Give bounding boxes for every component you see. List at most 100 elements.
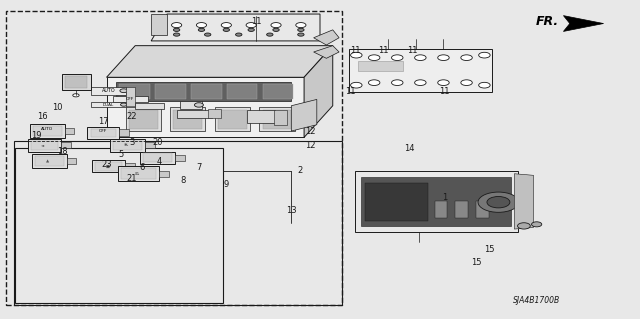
Polygon shape (151, 14, 320, 41)
Bar (365, 183, 428, 221)
Circle shape (273, 28, 279, 32)
Polygon shape (159, 171, 169, 177)
Polygon shape (92, 160, 125, 173)
Text: 5: 5 (118, 150, 124, 159)
Polygon shape (215, 107, 250, 131)
Text: SJA4B1700B: SJA4B1700B (513, 296, 560, 305)
Polygon shape (155, 84, 186, 99)
Text: 4: 4 (157, 157, 162, 166)
Circle shape (271, 23, 281, 28)
Text: 10: 10 (52, 103, 63, 112)
Circle shape (198, 28, 205, 32)
Circle shape (298, 28, 304, 32)
Text: 19: 19 (31, 131, 42, 140)
Polygon shape (140, 152, 175, 164)
Circle shape (351, 52, 362, 58)
Polygon shape (246, 110, 275, 123)
Polygon shape (35, 156, 63, 166)
Circle shape (267, 33, 273, 36)
Polygon shape (95, 162, 122, 171)
Polygon shape (29, 124, 65, 138)
Circle shape (438, 55, 449, 61)
Circle shape (351, 82, 362, 88)
Text: ◄: ◄ (41, 143, 44, 147)
Polygon shape (262, 84, 293, 99)
Text: 20: 20 (152, 137, 163, 147)
Polygon shape (314, 46, 339, 58)
Text: 3: 3 (129, 137, 134, 147)
Circle shape (120, 89, 127, 93)
Polygon shape (191, 84, 221, 99)
Polygon shape (106, 77, 304, 137)
Polygon shape (65, 128, 74, 134)
Text: 6: 6 (139, 163, 144, 172)
Text: ✱ₐ: ✱ₐ (124, 143, 129, 147)
Polygon shape (262, 110, 291, 130)
Circle shape (478, 192, 519, 212)
Circle shape (73, 94, 79, 97)
Text: 21: 21 (127, 174, 137, 183)
Text: 11: 11 (251, 18, 262, 26)
Polygon shape (175, 155, 184, 161)
Text: 13: 13 (286, 206, 296, 215)
Circle shape (221, 23, 232, 28)
Polygon shape (129, 110, 157, 130)
Polygon shape (218, 110, 246, 130)
Polygon shape (119, 130, 129, 136)
Circle shape (369, 55, 380, 61)
Polygon shape (33, 126, 61, 136)
Polygon shape (173, 110, 202, 130)
Text: 11: 11 (407, 46, 418, 55)
Circle shape (461, 55, 472, 61)
Polygon shape (91, 87, 125, 95)
Bar (358, 62, 403, 71)
Text: OFF: OFF (126, 97, 134, 100)
Polygon shape (227, 84, 257, 99)
Polygon shape (28, 139, 61, 152)
Text: 11: 11 (346, 87, 356, 96)
Circle shape (479, 52, 490, 58)
Polygon shape (67, 158, 76, 164)
Polygon shape (125, 107, 161, 131)
Polygon shape (31, 141, 58, 150)
Circle shape (195, 103, 204, 107)
Circle shape (415, 80, 426, 85)
Polygon shape (91, 102, 125, 107)
Circle shape (392, 80, 403, 85)
Polygon shape (113, 96, 148, 102)
Bar (349, 49, 492, 92)
Polygon shape (121, 168, 156, 179)
Circle shape (369, 80, 380, 85)
Bar (362, 177, 511, 226)
Text: 11: 11 (439, 87, 449, 96)
Text: OFF: OFF (99, 129, 108, 133)
Text: 18: 18 (56, 147, 67, 156)
Text: 22: 22 (127, 112, 137, 121)
Text: DUAL: DUAL (103, 103, 114, 107)
Text: 16: 16 (38, 112, 48, 121)
Polygon shape (106, 46, 333, 77)
Text: 14: 14 (404, 144, 415, 153)
Circle shape (172, 23, 182, 28)
Polygon shape (515, 174, 534, 229)
Polygon shape (259, 107, 294, 131)
Polygon shape (145, 142, 155, 148)
Circle shape (518, 223, 531, 229)
Polygon shape (177, 110, 212, 118)
Circle shape (248, 28, 254, 32)
Bar (6, 11, 342, 305)
Polygon shape (563, 16, 604, 32)
Polygon shape (143, 153, 172, 162)
Circle shape (223, 28, 230, 32)
Polygon shape (274, 109, 287, 125)
Circle shape (173, 28, 180, 32)
Polygon shape (125, 163, 134, 170)
Text: 9: 9 (223, 180, 228, 189)
Polygon shape (65, 76, 88, 88)
Bar (435, 201, 447, 218)
Bar (456, 201, 468, 218)
Bar (14, 141, 342, 305)
Circle shape (205, 33, 211, 36)
Circle shape (532, 222, 541, 227)
Polygon shape (62, 74, 91, 90)
